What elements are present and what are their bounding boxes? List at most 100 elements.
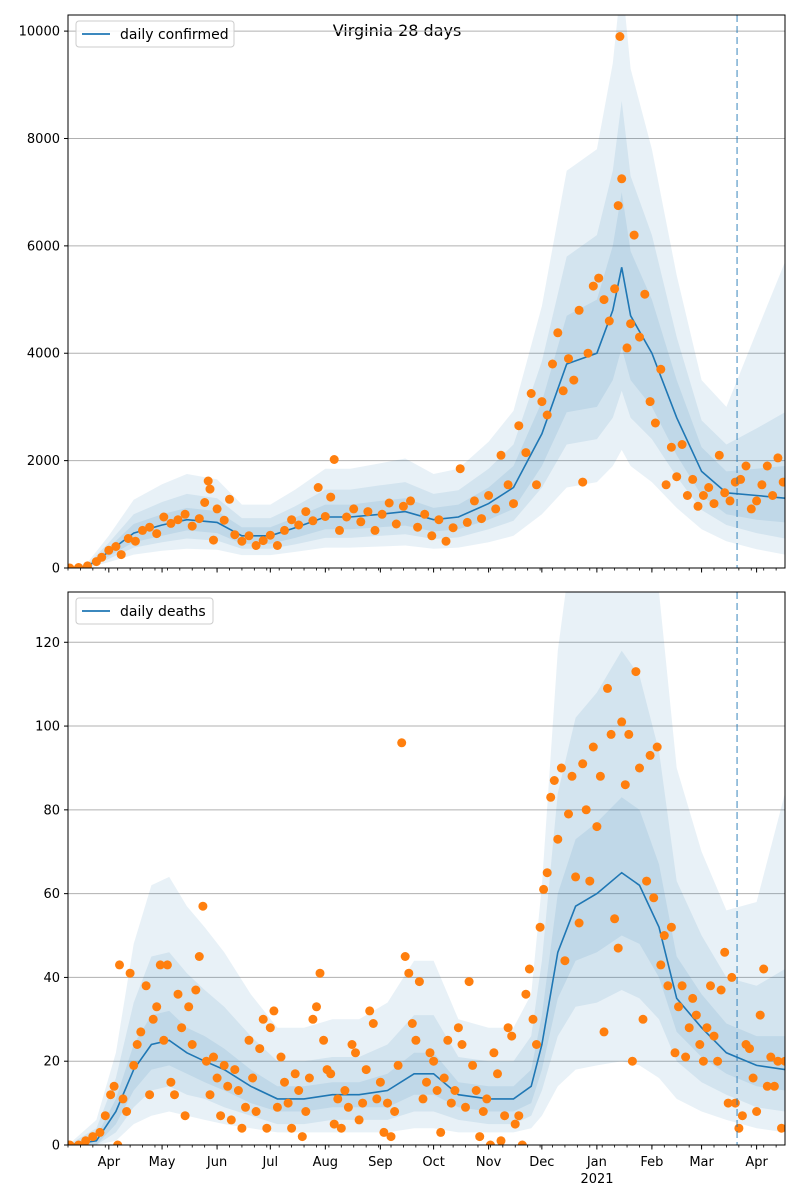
data-point — [546, 792, 556, 802]
data-point — [104, 545, 114, 555]
data-point — [585, 876, 595, 886]
data-point — [74, 1140, 84, 1145]
x-tick-label: Apr — [98, 1155, 121, 1170]
data-point — [489, 1048, 499, 1058]
data-point — [748, 1073, 758, 1083]
data-point — [496, 1136, 506, 1145]
data-point — [493, 1069, 502, 1079]
data-point — [642, 876, 652, 886]
x-tick-label: May — [149, 1155, 176, 1170]
data-point — [326, 1069, 336, 1079]
x-tick-label: Jan — [586, 1155, 607, 1170]
data-point — [574, 918, 584, 928]
data-point — [578, 477, 588, 487]
y-tick-label: 100 — [35, 720, 60, 735]
data-point — [450, 1086, 460, 1095]
data-point — [645, 750, 655, 760]
data-point — [100, 1111, 110, 1121]
data-point — [106, 1090, 116, 1100]
data-point — [280, 1077, 289, 1087]
data-point — [283, 1098, 293, 1108]
data-point — [485, 1140, 495, 1145]
data-point — [613, 201, 623, 211]
data-point — [464, 977, 474, 987]
data-point — [429, 1056, 439, 1066]
data-point — [610, 284, 620, 294]
data-point — [595, 771, 605, 781]
uncertainty-band — [68, 15, 785, 568]
uncertainty-band — [68, 797, 785, 1145]
data-point — [509, 499, 518, 509]
data-point — [155, 960, 165, 970]
data-point — [539, 884, 549, 894]
data-point — [730, 1098, 740, 1108]
data-point — [432, 1086, 442, 1095]
data-point — [152, 529, 162, 539]
data-point — [384, 498, 394, 508]
legend-label: daily deaths — [120, 604, 206, 620]
data-point — [294, 1086, 304, 1095]
data-point — [691, 1010, 701, 1020]
data-point — [649, 893, 659, 903]
data-point — [594, 273, 604, 283]
data-point — [603, 683, 612, 693]
data-point — [752, 496, 762, 506]
data-point — [759, 964, 769, 974]
data-point — [83, 561, 92, 568]
data-point — [613, 943, 623, 953]
data-point — [617, 717, 627, 727]
data-point — [436, 1127, 446, 1137]
x-tick-label: Apr — [745, 1155, 768, 1170]
data-point — [693, 501, 703, 511]
data-point — [526, 389, 536, 398]
data-point — [455, 464, 465, 474]
data-point — [425, 1048, 435, 1058]
data-point — [571, 872, 581, 882]
data-point — [606, 729, 616, 739]
data-point — [688, 993, 698, 1003]
data-point — [372, 1094, 382, 1104]
data-point — [200, 498, 210, 507]
data-point — [777, 1123, 785, 1133]
legend-label: daily confirmed — [120, 27, 229, 43]
data-point — [477, 514, 486, 524]
data-point — [762, 461, 772, 471]
data-point — [471, 1086, 481, 1095]
data-point — [583, 348, 593, 358]
data-point — [620, 780, 630, 790]
data-point — [216, 1111, 226, 1121]
data-point — [244, 531, 254, 541]
data-point — [723, 1098, 733, 1108]
data-point — [422, 1077, 431, 1087]
data-point — [109, 1081, 119, 1091]
data-point — [645, 397, 655, 407]
chart-title: Virginia 28 days — [333, 21, 462, 40]
data-point — [212, 1073, 222, 1083]
data-point — [503, 1023, 513, 1033]
data-point — [461, 1102, 470, 1112]
data-point — [556, 763, 566, 773]
data-point — [145, 522, 155, 532]
data-point — [212, 504, 222, 514]
data-point — [681, 1052, 691, 1062]
data-point — [390, 1107, 400, 1116]
data-point — [329, 1119, 339, 1129]
data-point — [588, 742, 598, 752]
data-point — [88, 1132, 98, 1142]
data-point — [301, 507, 311, 517]
data-point — [203, 476, 213, 486]
data-point — [287, 1123, 297, 1133]
data-point — [111, 542, 121, 551]
data-point — [640, 289, 650, 299]
data-point — [677, 440, 687, 449]
data-point — [773, 453, 783, 463]
data-point — [244, 1035, 254, 1045]
data-point — [702, 1023, 712, 1033]
data-point — [441, 536, 451, 546]
data-point — [469, 496, 479, 506]
data-point — [666, 922, 676, 932]
y-tick-label: 0 — [52, 1139, 60, 1154]
data-point — [478, 1107, 488, 1116]
data-point — [166, 518, 176, 528]
